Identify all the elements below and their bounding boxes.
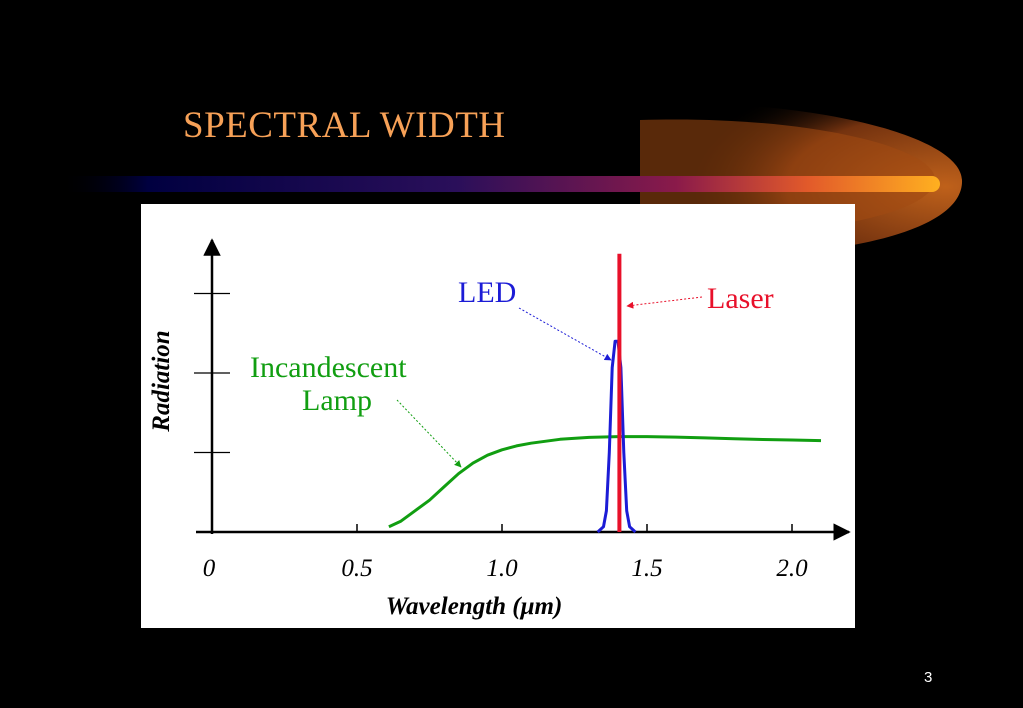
- x-tick-label: 2.0: [776, 555, 808, 582]
- page-number: 3: [924, 669, 933, 686]
- led-label: LED: [458, 276, 516, 309]
- y-axis-label: Radiation: [148, 330, 175, 432]
- chart-series: [388, 253, 822, 534]
- lamp-label-line2: Lamp: [302, 384, 372, 417]
- slide-title: SPECTRAL WIDTH: [183, 105, 506, 146]
- laser-pointer-arrow: [626, 296, 703, 309]
- led-pointer-arrow: [518, 307, 612, 361]
- chart-labels: 0 0.5 1.0 1.5 2.0 Wavelength (μm) Radiation Inc…: [148, 276, 808, 620]
- chart-panel: 0 0.5 1.0 1.5 2.0 Wavelength (μm) Radiation Inc…: [141, 204, 855, 628]
- x-tick-label: 0: [203, 555, 216, 582]
- x-tick-label: 0.5: [341, 555, 372, 582]
- led-curve: [596, 339, 637, 534]
- x-tick-label: 1.0: [486, 555, 518, 582]
- spectral-width-chart: 0 0.5 1.0 1.5 2.0 Wavelength (μm) Radiation Inc…: [148, 238, 851, 620]
- lamp-pointer-arrow: [396, 399, 462, 468]
- chart-axes: [194, 238, 851, 541]
- x-axis-label: Wavelength (μm): [386, 593, 563, 620]
- x-tick-label: 1.5: [631, 555, 662, 582]
- laser-label: Laser: [707, 282, 774, 315]
- lamp-curve: [388, 435, 822, 529]
- lamp-label-line1: Incandescent: [250, 351, 407, 384]
